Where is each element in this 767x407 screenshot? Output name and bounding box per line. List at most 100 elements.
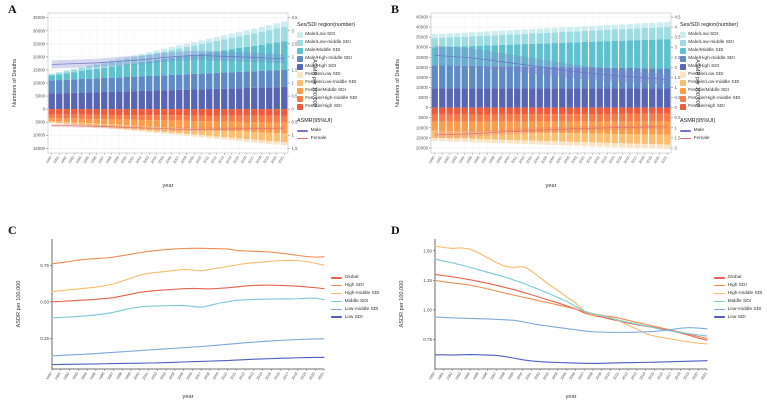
svg-text:1999: 1999 xyxy=(495,155,503,164)
legend-item: Female/Low-middle SDI xyxy=(680,80,766,86)
legend-item: Male/Middle SDI xyxy=(297,48,383,54)
svg-text:2008: 2008 xyxy=(203,372,211,381)
svg-text:2020: 2020 xyxy=(653,155,661,164)
svg-text:1999: 1999 xyxy=(124,372,132,381)
svg-text:2017: 2017 xyxy=(282,372,290,381)
legend-swatch xyxy=(680,32,686,38)
panel-b-label: B xyxy=(391,2,399,17)
legend-label: Male/High SDI xyxy=(688,64,719,70)
svg-text:2000: 2000 xyxy=(133,372,141,381)
svg-text:15000: 15000 xyxy=(33,146,46,151)
svg-text:2005: 2005 xyxy=(157,155,165,164)
legend-label: Female xyxy=(311,136,327,142)
svg-text:2012: 2012 xyxy=(210,155,218,164)
legend-swatch xyxy=(680,72,686,78)
svg-text:2019: 2019 xyxy=(300,372,308,381)
svg-text:2002: 2002 xyxy=(518,155,526,164)
svg-text:2016: 2016 xyxy=(623,155,631,164)
legend-line-swatch xyxy=(331,316,342,318)
svg-text:2002: 2002 xyxy=(135,155,143,164)
legend2-title: ASMR(95%UI) xyxy=(297,118,383,124)
legend-swatch xyxy=(297,104,303,110)
svg-text:0.75: 0.75 xyxy=(40,263,49,268)
svg-text:2002: 2002 xyxy=(151,372,159,381)
legend-item: Male xyxy=(680,128,766,134)
svg-text:2014: 2014 xyxy=(225,155,233,164)
svg-text:2018: 2018 xyxy=(255,155,263,164)
svg-text:1994: 1994 xyxy=(80,372,88,381)
svg-text:2015: 2015 xyxy=(232,155,240,164)
legend-swatch xyxy=(297,48,303,54)
legend-label: Male/Low SDI xyxy=(305,32,335,38)
legend-item: Low-middle SDI xyxy=(331,307,383,313)
panel-c-label: C xyxy=(8,223,17,238)
svg-text:Numbers of Deaths: Numbers of Deaths xyxy=(12,59,18,107)
legend-label: Female/Low-middle SDI xyxy=(688,80,739,86)
svg-text:25000: 25000 xyxy=(416,55,429,60)
svg-text:10000: 10000 xyxy=(33,133,46,138)
svg-text:2004: 2004 xyxy=(150,155,158,164)
legend-line-swatch xyxy=(331,309,342,311)
svg-text:2016: 2016 xyxy=(273,372,281,381)
legend-item: Female/Middle SDI xyxy=(680,88,766,94)
legend-label: Male/Low-middle SDI xyxy=(688,40,734,46)
legend-item: Female xyxy=(297,136,383,142)
svg-text:2000: 2000 xyxy=(503,155,511,164)
svg-text:2003: 2003 xyxy=(159,372,167,381)
svg-text:20000: 20000 xyxy=(33,54,46,59)
legend-label: Male/Middle SDI xyxy=(688,48,723,54)
legend-item: Female/Low SDI xyxy=(297,72,383,78)
legend-label: High SDI xyxy=(728,283,747,289)
svg-text:1998: 1998 xyxy=(498,372,506,381)
legend-item: Male/High SDI xyxy=(297,64,383,70)
legend-label: Middle SDI xyxy=(345,299,368,305)
legend-swatch xyxy=(680,56,686,62)
legend-label: Male/Low-middle SDI xyxy=(305,40,351,46)
svg-text:3.5: 3.5 xyxy=(292,15,299,20)
legend-label: Female/Middle SDI xyxy=(305,88,346,94)
svg-text:ASDR per 100,000: ASDR per 100,000 xyxy=(16,281,22,328)
legend-item: Low SDI xyxy=(331,315,383,321)
svg-text:2007: 2007 xyxy=(577,372,585,381)
legend-line-swatch xyxy=(680,138,691,140)
svg-text:1995: 1995 xyxy=(465,155,473,164)
legend-swatch xyxy=(297,64,303,70)
legend-swatch xyxy=(297,72,303,78)
svg-text:15000: 15000 xyxy=(416,135,429,140)
svg-text:0: 0 xyxy=(43,107,46,112)
svg-text:20000: 20000 xyxy=(416,65,429,70)
legend-label: Female/High SDI xyxy=(305,104,342,110)
legend-swatch xyxy=(680,40,686,46)
svg-text:1990: 1990 xyxy=(428,372,436,381)
svg-text:2020: 2020 xyxy=(270,155,278,164)
legend-title: Sex/SDI region(number) xyxy=(680,22,766,28)
legend-item: Female/Low-middle SDI xyxy=(297,80,383,86)
svg-text:2016: 2016 xyxy=(240,155,248,164)
svg-text:10000: 10000 xyxy=(33,81,46,86)
panel-d-label: D xyxy=(391,223,400,238)
svg-text:2007: 2007 xyxy=(555,155,563,164)
svg-text:20000: 20000 xyxy=(416,145,429,150)
svg-text:2006: 2006 xyxy=(569,372,577,381)
svg-text:2003: 2003 xyxy=(525,155,533,164)
svg-text:2019: 2019 xyxy=(262,155,270,164)
legend-swatch xyxy=(297,56,303,62)
svg-text:2007: 2007 xyxy=(194,372,202,381)
legend-line-swatch xyxy=(331,301,342,303)
svg-text:2014: 2014 xyxy=(608,155,616,164)
svg-text:1: 1 xyxy=(292,133,295,138)
svg-text:1993: 1993 xyxy=(450,155,458,164)
svg-text:2010: 2010 xyxy=(578,155,586,164)
legend-swatch xyxy=(680,48,686,54)
svg-text:1991: 1991 xyxy=(54,372,62,381)
legend-label: Middle SDI xyxy=(728,299,751,305)
svg-text:2004: 2004 xyxy=(168,372,176,381)
svg-text:2021: 2021 xyxy=(700,372,708,381)
svg-text:10000: 10000 xyxy=(416,125,429,130)
legend-item: Male/Low-middle SDI xyxy=(680,40,766,46)
